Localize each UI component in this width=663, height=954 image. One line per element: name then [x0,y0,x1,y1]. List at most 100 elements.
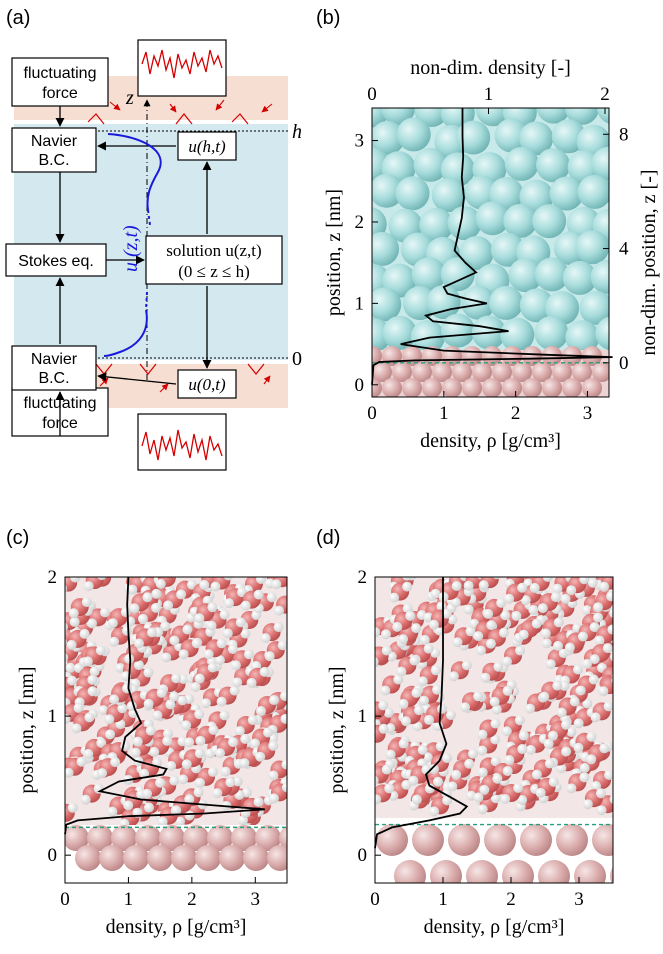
hydrogen-atom [266,592,277,603]
hydrogen-atom [490,718,501,729]
hydrogen-atom [492,773,503,784]
right-axis-label: non-dim. position, z [-] [638,169,660,355]
hydrogen-atom [498,627,509,638]
cyan-atom [534,257,569,292]
right-tick-label: 8 [619,124,629,145]
hydrogen-atom [451,769,462,780]
hydrogen-atom [552,640,563,651]
hydrogen-atom [445,710,456,721]
hydrogen-atom [483,608,494,619]
hydrogen-atom [246,677,257,688]
hydrogen-atom [442,795,453,806]
wall-atom [532,362,552,382]
density-profile-line [371,108,613,385]
hydrogen-atom [492,577,501,580]
x-axis-label: density, ρ [g/cm³] [424,916,565,938]
hydrogen-atom [240,807,251,818]
hydrogen-atom [117,703,128,714]
top-tick-label: 2 [600,84,610,105]
hydrogen-atom [496,597,507,608]
hydrogen-atom [413,705,424,716]
hydrogen-atom [493,661,504,672]
hydrogen-atom [181,759,192,770]
hydrogen-atom [608,608,613,618]
cyan-atom [464,175,499,210]
h-label: h [292,121,302,143]
x-tick-label: 1 [438,889,448,910]
panel-c-label: (c) [6,527,29,549]
hydrogen-atom [460,702,471,713]
hydrogen-atom [511,610,522,621]
top-noise-signal [141,49,223,79]
hydrogen-atom [191,638,202,649]
hydrogen-atom [428,619,439,630]
hydrogen-atom [273,622,284,633]
hydrogen-atom [577,631,588,642]
hydrogen-atom [234,726,245,737]
hydrogen-atom [461,660,472,671]
hydrogen-atom [504,593,515,604]
hydrogen-atom [389,592,400,603]
panel-d: (d) 0 1 2 3 0 1 2 density, ρ [g/cm³] position, z… [316,527,614,938]
hydrogen-atom [378,700,389,711]
hydrogen-atom [162,735,173,746]
hydrogen-atom [375,794,382,805]
wall-atom [610,866,613,883]
wall-atom [372,362,392,382]
hydrogen-atom [588,674,599,685]
hydrogen-atom [80,794,91,805]
cyan-atom [447,206,482,241]
hydrogen-atom [260,633,271,644]
hydrogen-atom [171,805,182,816]
hydrogen-atom [424,714,435,725]
cyan-atom [562,260,597,295]
hydrogen-atom [247,715,258,726]
cyan-atom [426,285,461,320]
hydrogen-atom [517,794,528,805]
hydrogen-atom [531,618,542,629]
hydrogen-atom [612,670,613,672]
wall-atom [422,378,442,397]
y-tick-label: 0 [48,845,58,866]
hydrogen-atom [380,685,391,696]
hydrogen-atom [552,680,563,691]
hydrogen-atom [477,745,488,756]
hydrogen-atom [250,738,261,749]
hydrogen-atom [537,603,548,614]
hydrogen-atom [589,622,600,633]
hydrogen-atom [375,737,376,743]
hydrogen-atom [208,766,219,777]
hydrogen-atom [96,737,107,748]
hydrogen-atom [105,729,116,740]
hydrogen-atom [281,782,287,793]
hydrogen-atom [107,806,118,817]
hydrogen-atom [89,666,100,677]
u-top-box [177,131,237,161]
y-tick-label: 2 [358,567,368,588]
cyan-atom [372,287,402,322]
hydrogen-atom [199,579,210,590]
hydrogen-atom [169,775,180,786]
hydrogen-atom [256,706,267,717]
hydrogen-atom [68,608,79,619]
hydrogen-atom [194,709,205,720]
x-tick-label: 0 [367,403,377,424]
hydrogen-atom [178,649,189,660]
hydrogen-atom [274,605,285,616]
hydrogen-atom [206,620,217,631]
cyan-atom [410,320,445,355]
hydrogen-atom [518,730,529,741]
hydrogen-atom [255,751,266,762]
hydrogen-atom [122,683,133,694]
hydrogen-atom [70,577,81,583]
hydrogen-atom [594,635,605,646]
cyan-atom [494,118,529,153]
hydrogen-atom [501,726,512,737]
wall-atom [502,346,522,366]
hydrogen-atom [67,675,78,686]
hydrogen-atom [115,662,126,673]
hydrogen-atom [76,756,87,767]
u-top-text: u(h,t) [188,137,226,156]
y-tick-label: 2 [48,567,58,588]
wall-atom [171,845,197,871]
